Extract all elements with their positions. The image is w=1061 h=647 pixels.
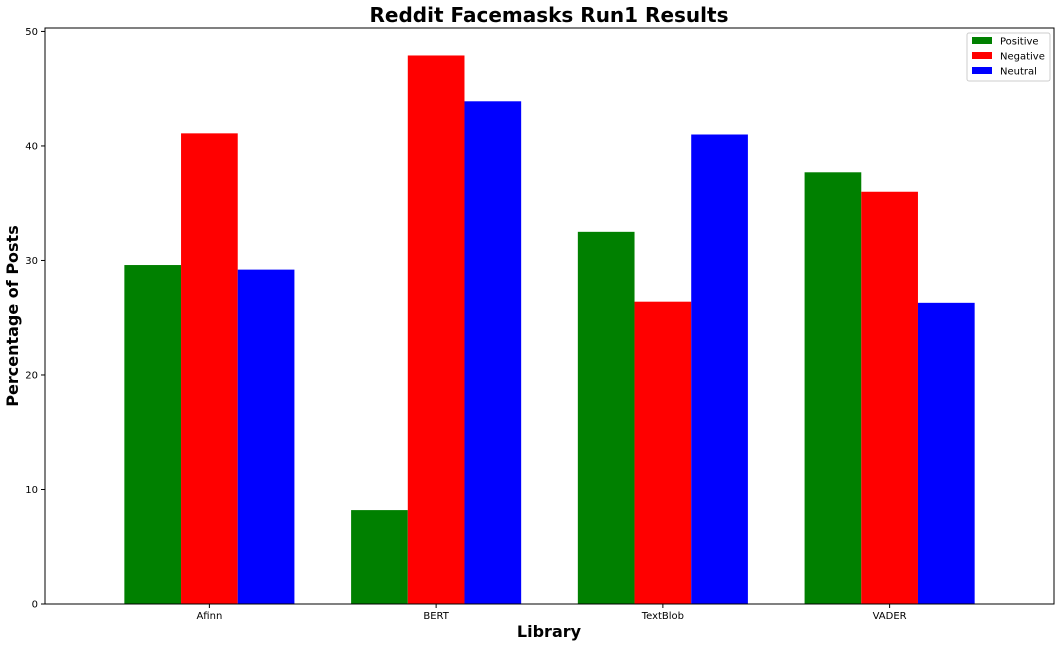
y-tick-label: 50 — [25, 27, 38, 38]
bar-positive-afinn — [124, 265, 182, 604]
bar-positive-bert — [351, 510, 408, 604]
bar-negative-bert — [407, 55, 465, 605]
bar-neutral-bert — [464, 101, 522, 604]
y-axis: 0 10 20 30 40 50 — [25, 27, 45, 611]
x-tick-label: Afinn — [196, 611, 222, 622]
x-axis-label: Library — [517, 622, 582, 641]
y-axis-label: Percentage of Posts — [3, 225, 22, 406]
x-tick-label: TextBlob — [641, 611, 684, 622]
legend: Positive Negative Neutral — [966, 32, 1051, 82]
bar-neutral-vader — [917, 302, 975, 604]
x-tick-label: BERT — [423, 611, 449, 622]
bar-neutral-textblob — [691, 134, 748, 604]
bar-positive-textblob — [577, 231, 635, 604]
bar-positive-vader — [804, 172, 862, 605]
x-tick-label: VADER — [873, 611, 907, 622]
chart-title: Reddit Facemasks Run1 Results — [370, 3, 729, 27]
legend-swatch-negative — [972, 52, 992, 59]
legend-label-negative: Negative — [1000, 52, 1045, 63]
legend-swatch-neutral — [972, 67, 992, 74]
plot-area — [124, 55, 975, 605]
x-axis: Afinn BERT TextBlob VADER — [196, 604, 907, 622]
bar-neutral-afinn — [237, 269, 295, 604]
plot-frame — [44, 27, 1055, 605]
bar-negative-textblob — [634, 301, 692, 604]
bar-negative-vader — [861, 191, 918, 604]
bar-negative-afinn — [181, 133, 238, 604]
y-tick-label: 10 — [25, 485, 38, 496]
y-tick-label: 30 — [25, 256, 38, 267]
y-tick-label: 40 — [25, 141, 38, 152]
legend-label-positive: Positive — [1000, 37, 1039, 48]
legend-label-neutral: Neutral — [1000, 67, 1037, 78]
y-tick-label: 0 — [32, 600, 38, 611]
y-tick-label: 20 — [25, 370, 38, 381]
legend-swatch-positive — [972, 37, 992, 44]
